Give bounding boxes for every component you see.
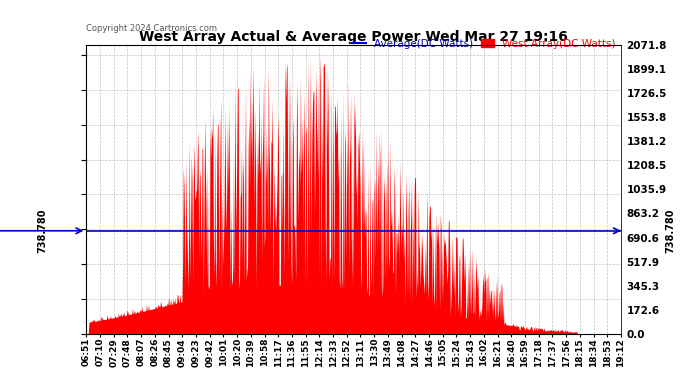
Text: 738.780: 738.780: [665, 209, 676, 253]
Text: Copyright 2024 Cartronics.com: Copyright 2024 Cartronics.com: [86, 24, 217, 33]
Title: West Array Actual & Average Power Wed Mar 27 19:16: West Array Actual & Average Power Wed Ma…: [139, 30, 568, 44]
Text: 738.780: 738.780: [37, 209, 48, 253]
Legend: Average(DC Watts), West Array(DC Watts): Average(DC Watts), West Array(DC Watts): [353, 39, 615, 49]
